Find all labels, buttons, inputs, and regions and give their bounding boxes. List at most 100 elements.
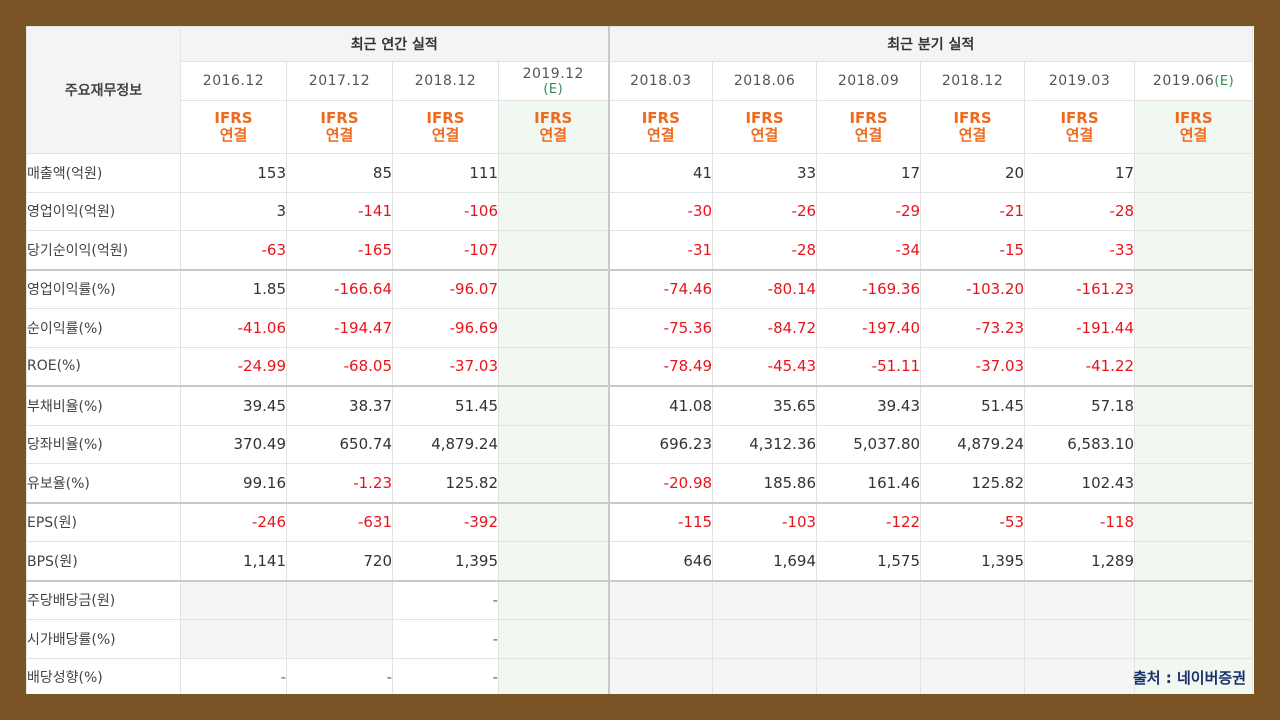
table-cell: -246 <box>180 501 287 542</box>
table-cell: 35.65 <box>712 385 818 426</box>
table-row: 부채비율(%) 39.45 38.37 51.45 41.08 35.65 39.43 51.… <box>26 385 1254 426</box>
table-cell: - <box>392 657 499 694</box>
table-cell <box>497 230 610 270</box>
period-label: 2016.12 <box>202 73 265 89</box>
ifrs-header: IFRS 연결 <box>392 100 499 154</box>
table-cell: 51.45 <box>392 385 499 426</box>
table-cell: 41.08 <box>607 385 714 426</box>
table-cell: -20.98 <box>607 463 714 503</box>
table-cell: 57.18 <box>1024 385 1136 426</box>
table-cell: 33 <box>712 153 818 193</box>
table-cell: -34 <box>816 230 922 270</box>
table-cell <box>497 346 610 387</box>
consolidated-label: 연결 <box>539 126 568 144</box>
table-cell: -78.49 <box>607 346 714 387</box>
row-label: 매출액(억원) <box>26 153 181 193</box>
table-cell <box>180 619 287 659</box>
table-cell <box>712 657 818 694</box>
row-label: 주당배당금(원) <box>26 579 181 620</box>
period-header: 2018.12 <box>920 61 1026 101</box>
table-cell: 39.45 <box>180 385 287 426</box>
estimate-mark: (E) <box>543 81 564 97</box>
table-cell <box>1134 346 1254 387</box>
table-cell: -37.03 <box>392 346 499 387</box>
ifrs-label: IFRS <box>214 109 253 127</box>
table-cell: 650.74 <box>286 424 393 464</box>
table-cell: - <box>392 579 499 620</box>
table-cell <box>497 579 610 620</box>
table-cell: 38.37 <box>286 385 393 426</box>
table-cell: 17 <box>1024 153 1136 193</box>
table-cell: -63 <box>180 230 287 270</box>
table-row: 당좌비율(%) 370.49 650.74 4,879.24 696.23 4,312.3… <box>26 424 1254 464</box>
ifrs-header: IFRS 연결 <box>286 100 393 154</box>
table-cell: -161.23 <box>1024 268 1136 309</box>
table-cell <box>497 657 610 694</box>
table-cell: 85 <box>286 153 393 193</box>
table-cell <box>1134 191 1254 231</box>
period-header: 2018.06 <box>712 61 818 101</box>
period-label: 2018.03 <box>630 73 692 89</box>
table-cell <box>497 501 610 542</box>
table-cell: -392 <box>392 501 499 542</box>
table-cell: -96.07 <box>392 268 499 309</box>
table-cell: -107 <box>392 230 499 270</box>
table-cell: 102.43 <box>1024 463 1136 503</box>
table-cell <box>607 657 714 694</box>
consolidated-label: 연결 <box>1179 126 1208 144</box>
row-label: 부채비율(%) <box>26 385 181 426</box>
ifrs-label: IFRS <box>534 109 573 127</box>
table-row: 배당성향(%) - - - <box>26 657 1254 694</box>
table-row: BPS(원) 1,141 720 1,395 646 1,694 1,575 1,395 1,2… <box>26 541 1254 581</box>
period-header: 2017.12 <box>286 61 393 101</box>
table-cell: -165 <box>286 230 393 270</box>
table-cell: -21 <box>920 191 1026 231</box>
table-cell: 646 <box>607 541 714 581</box>
table-cell: 111 <box>392 153 499 193</box>
table-cell: -74.46 <box>607 268 714 309</box>
table-cell <box>1134 153 1254 193</box>
table-cell <box>1134 308 1254 348</box>
table-cell <box>1134 579 1254 620</box>
table-cell: 125.82 <box>920 463 1026 503</box>
table-cell: -115 <box>607 501 714 542</box>
table-cell: 1,141 <box>180 541 287 581</box>
table-cell <box>497 463 610 503</box>
table-cell <box>712 619 818 659</box>
table-cell: 4,312.36 <box>712 424 818 464</box>
table-cell <box>497 541 610 581</box>
table-cell: 17 <box>816 153 922 193</box>
table-cell: -37.03 <box>920 346 1026 387</box>
financial-table-frame: 주요재무정보 최근 연간 실적 최근 분기 실적 2016.12 2017.12 2… <box>26 26 1254 694</box>
table-cell: -45.43 <box>712 346 818 387</box>
period-header: 2018.03 <box>607 61 714 101</box>
ifrs-header: IFRS 연결 <box>607 100 714 154</box>
table-cell: -68.05 <box>286 346 393 387</box>
table-cell: -24.99 <box>180 346 287 387</box>
period-header: 2018.12 <box>392 61 499 101</box>
table-cell: -169.36 <box>816 268 922 309</box>
table-cell: 153 <box>180 153 287 193</box>
ifrs-header: IFRS 연결 <box>712 100 818 154</box>
table-cell: -30 <box>607 191 714 231</box>
table-cell: 125.82 <box>392 463 499 503</box>
table-cell: -15 <box>920 230 1026 270</box>
table-row: 주당배당금(원) - <box>26 579 1254 620</box>
table-cell <box>1134 619 1254 659</box>
table-cell: -166.64 <box>286 268 393 309</box>
table-cell <box>1024 657 1136 694</box>
period-header-row: 2016.12 2017.12 2018.12 2019.12 (E) 2018.03 20… <box>27 61 1254 101</box>
table-cell: 20 <box>920 153 1026 193</box>
table-cell <box>607 619 714 659</box>
table-row: 당기순이익(억원) -63 -165 -107 -31 -28 -34 -15 -33 <box>26 230 1254 270</box>
period-header: 2016.12 <box>180 61 287 101</box>
table-cell: 99.16 <box>180 463 287 503</box>
table-cell <box>1134 541 1254 581</box>
ifrs-label: IFRS <box>426 109 465 127</box>
corner-label: 주요재무정보 <box>26 26 181 154</box>
table-row: 유보율(%) 99.16 -1.23 125.82 -20.98 185.86 161.46… <box>26 463 1254 503</box>
table-cell: -96.69 <box>392 308 499 348</box>
row-label: 시가배당률(%) <box>26 619 181 659</box>
table-cell: -103.20 <box>920 268 1026 309</box>
period-label: 2019.12 <box>522 65 584 82</box>
